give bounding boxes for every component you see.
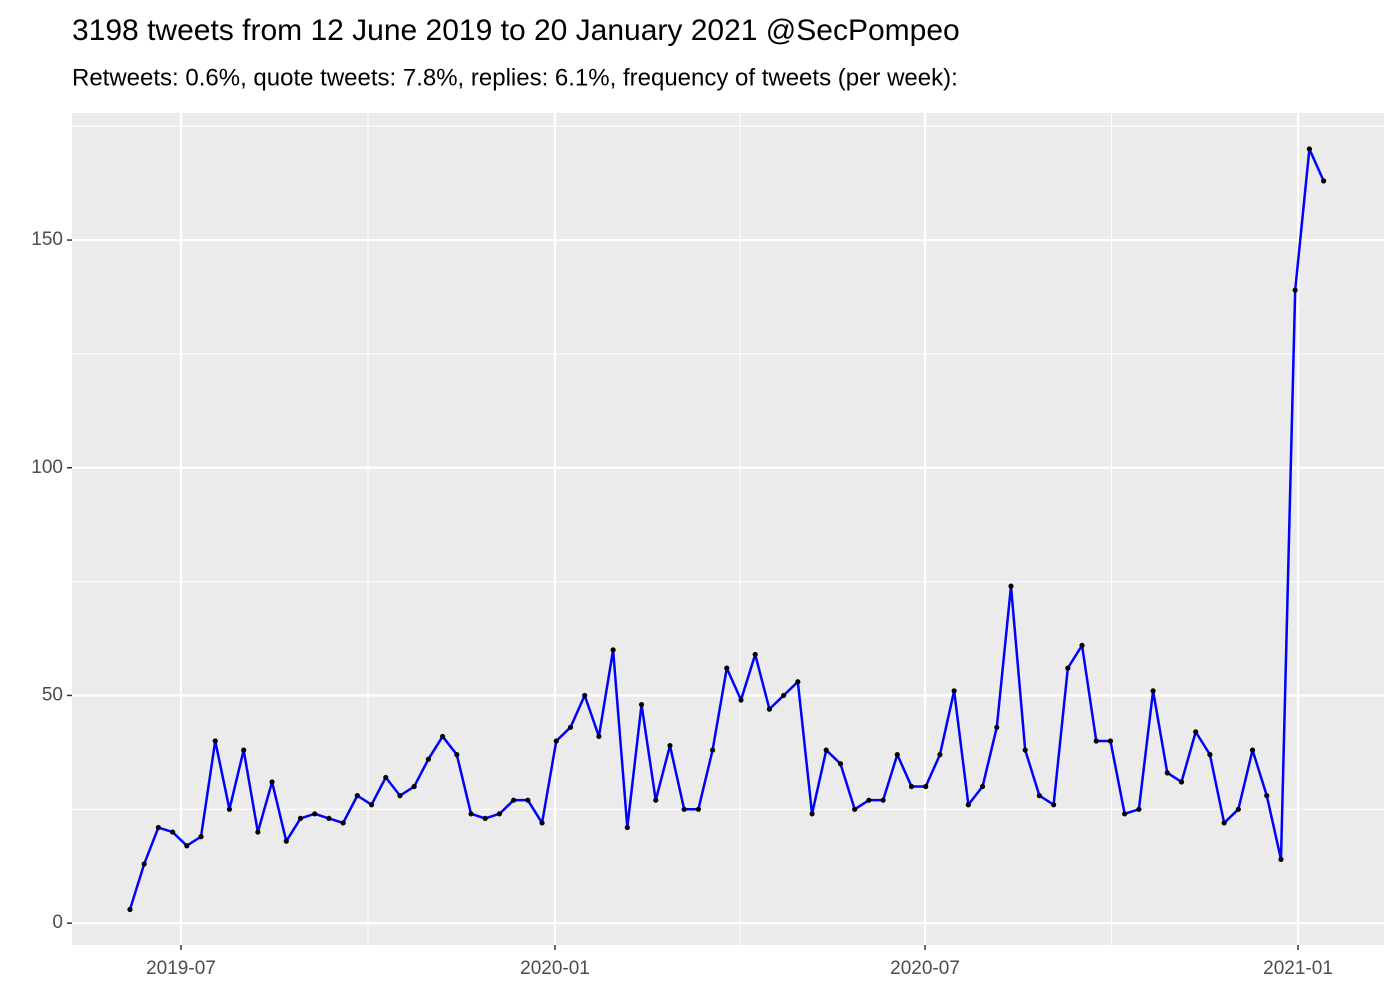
data-point bbox=[837, 761, 844, 767]
x-tick-label: 2021-01 bbox=[1263, 958, 1333, 979]
data-point bbox=[1065, 665, 1071, 671]
data-point bbox=[582, 692, 588, 699]
data-point bbox=[610, 647, 616, 653]
data-point bbox=[553, 738, 559, 744]
data-point bbox=[1278, 856, 1284, 862]
data-point bbox=[511, 797, 517, 803]
data-point bbox=[1136, 806, 1142, 812]
data-point bbox=[937, 752, 943, 758]
data-point bbox=[1107, 738, 1114, 744]
data-point bbox=[141, 861, 147, 867]
data-point bbox=[866, 797, 872, 803]
data-point bbox=[1264, 793, 1270, 799]
data-point bbox=[1292, 287, 1298, 293]
data-point bbox=[170, 829, 176, 835]
data-point bbox=[1249, 747, 1256, 753]
data-point bbox=[269, 779, 275, 785]
data-point bbox=[1079, 642, 1085, 648]
data-point bbox=[155, 824, 161, 831]
data-point bbox=[823, 747, 829, 753]
data-point bbox=[468, 811, 474, 817]
data-point bbox=[1008, 583, 1014, 589]
data-point bbox=[596, 733, 602, 740]
data-point bbox=[951, 688, 957, 694]
data-point bbox=[1051, 802, 1057, 808]
data-point bbox=[709, 747, 716, 753]
data-point bbox=[340, 820, 346, 826]
data-point bbox=[695, 806, 701, 812]
data-point bbox=[383, 774, 389, 781]
data-point bbox=[297, 815, 304, 822]
chart-title: 3198 tweets from 12 June 2019 to 20 Janu… bbox=[72, 14, 960, 47]
data-point bbox=[1122, 811, 1128, 817]
data-point bbox=[1221, 820, 1227, 826]
data-point bbox=[1321, 178, 1327, 184]
data-point bbox=[127, 906, 133, 913]
data-point bbox=[809, 811, 815, 817]
data-point bbox=[667, 742, 673, 749]
data-point bbox=[411, 783, 417, 790]
data-point bbox=[454, 752, 460, 758]
data-point bbox=[965, 802, 971, 808]
data-point bbox=[425, 756, 431, 762]
data-point bbox=[1193, 729, 1199, 735]
data-point bbox=[482, 815, 488, 822]
data-point bbox=[724, 665, 730, 671]
plot-panel bbox=[72, 113, 1384, 945]
data-point bbox=[368, 802, 375, 808]
y-tick-label: 150 bbox=[31, 229, 63, 250]
data-point bbox=[638, 701, 645, 708]
data-point bbox=[681, 806, 687, 812]
x-tick-label: 2019-07 bbox=[146, 958, 216, 979]
data-point bbox=[567, 724, 574, 730]
data-point bbox=[283, 838, 289, 844]
data-point bbox=[326, 815, 332, 822]
data-point bbox=[312, 811, 318, 817]
data-point bbox=[738, 697, 744, 703]
data-point bbox=[766, 706, 773, 712]
data-point bbox=[923, 783, 929, 790]
data-point bbox=[781, 692, 787, 699]
data-point bbox=[795, 679, 801, 685]
data-point bbox=[1178, 779, 1185, 785]
data-point bbox=[994, 724, 1000, 730]
data-point bbox=[397, 793, 403, 799]
data-point bbox=[212, 738, 218, 744]
x-tick-label: 2020-07 bbox=[890, 958, 960, 979]
data-point bbox=[241, 747, 247, 753]
data-point bbox=[1164, 770, 1170, 776]
data-point bbox=[894, 752, 900, 758]
data-point bbox=[979, 783, 986, 790]
y-tick-label: 50 bbox=[42, 684, 63, 705]
chart-subtitle: Retweets: 0.6%, quote tweets: 7.8%, repl… bbox=[72, 64, 958, 91]
data-point bbox=[496, 811, 503, 817]
data-point bbox=[439, 733, 446, 740]
y-tick-label: 0 bbox=[52, 912, 63, 933]
data-point bbox=[525, 797, 531, 803]
data-point bbox=[539, 820, 545, 826]
data-point bbox=[1093, 738, 1099, 744]
data-point bbox=[1036, 793, 1043, 799]
data-point bbox=[1235, 806, 1241, 812]
data-point bbox=[184, 843, 190, 849]
data-point bbox=[226, 806, 233, 812]
data-point bbox=[1022, 747, 1028, 753]
data-point bbox=[852, 806, 858, 812]
data-point bbox=[198, 834, 204, 840]
data-point bbox=[624, 824, 630, 831]
data-point bbox=[1150, 688, 1156, 694]
data-point bbox=[255, 829, 261, 835]
y-tick-label: 100 bbox=[31, 457, 63, 478]
data-point bbox=[908, 783, 915, 790]
data-point bbox=[354, 793, 360, 799]
data-point bbox=[880, 797, 886, 803]
data-point bbox=[653, 797, 659, 803]
data-point bbox=[1306, 146, 1312, 152]
data-point bbox=[752, 651, 758, 658]
x-tick-label: 2020-01 bbox=[520, 958, 590, 979]
data-point bbox=[1207, 752, 1213, 758]
